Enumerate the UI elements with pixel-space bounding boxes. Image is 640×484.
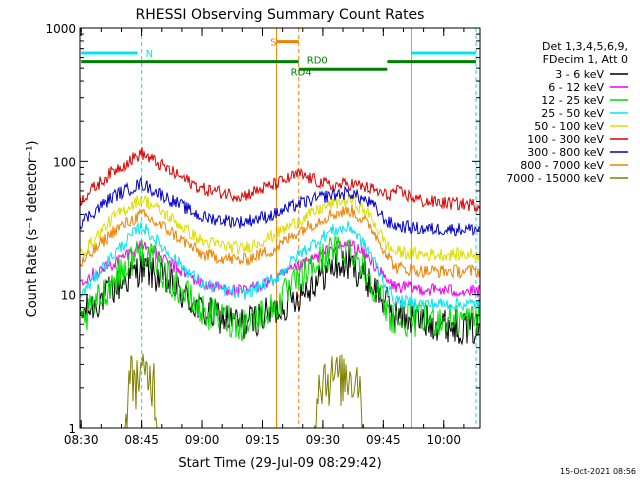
legend-entry-label: 6 - 12 keV [548, 81, 604, 94]
legend-entry-label: 12 - 25 keV [541, 94, 604, 107]
annotation-label-n: N [146, 49, 153, 60]
x-axis-label: Start Time (29-Jul-09 08:29:42) [178, 456, 381, 471]
series-line [79, 176, 481, 237]
y-tick-label: 10 [61, 289, 76, 303]
x-tick-label: 09:45 [366, 433, 401, 447]
annotation-label-s: S [270, 38, 276, 49]
x-tick-label: 10:00 [426, 433, 461, 447]
y-tick-label: 1000 [45, 22, 76, 36]
legend-entry-label: 800 - 7000 keV [520, 159, 604, 172]
legend-header-line-1: Det 1,3,4,5,6,9, [542, 40, 628, 53]
y-axis-label: Count Rate (s⁻¹ detector⁻¹) [25, 141, 40, 318]
legend-entry-label: 25 - 50 keV [541, 107, 604, 120]
annotation-label-rd4: RD4 [291, 68, 312, 79]
legend-entry-label: 300 - 800 keV [527, 146, 604, 159]
legend-header-line-2: FDecim 1, Att 0 [543, 53, 628, 66]
axes-layer: 08:30 08:45 09:00 09:15 09:30 09:45 10:00 1 10 10… [45, 22, 481, 447]
y-tick-label: 1 [68, 422, 76, 436]
annotation-layer: N S RD4 RD0 [81, 28, 477, 428]
y-tick-label: 100 [53, 155, 76, 169]
annotation-label-rd0: RD0 [307, 55, 328, 66]
series-line [79, 239, 481, 298]
plot-frame [79, 27, 481, 429]
series-line [79, 147, 481, 212]
chart-title: RHESSI Observing Summary Count Rates [136, 7, 425, 23]
legend-entry-label: 7000 - 15000 keV [506, 172, 604, 185]
series-line [79, 221, 481, 313]
series-line [79, 204, 481, 279]
x-tick-label: 08:30 [64, 433, 99, 447]
timestamp: 15-Oct-2021 08:56 [560, 467, 636, 476]
legend-entry-label: 50 - 100 keV [534, 120, 604, 133]
series-line [79, 236, 481, 342]
legend-entry-label: 100 - 300 keV [527, 133, 604, 146]
legend-entry-label: 3 - 6 keV [555, 68, 604, 81]
series-line [79, 193, 481, 262]
x-tick-label: 08:45 [124, 433, 159, 447]
legend: Det 1,3,4,5,6,9, FDecim 1, Att 0 3 - 6 k… [506, 40, 628, 185]
x-tick-label: 09:00 [185, 433, 220, 447]
x-tick-label: 09:15 [245, 433, 280, 447]
x-tick-label: 09:30 [306, 433, 341, 447]
